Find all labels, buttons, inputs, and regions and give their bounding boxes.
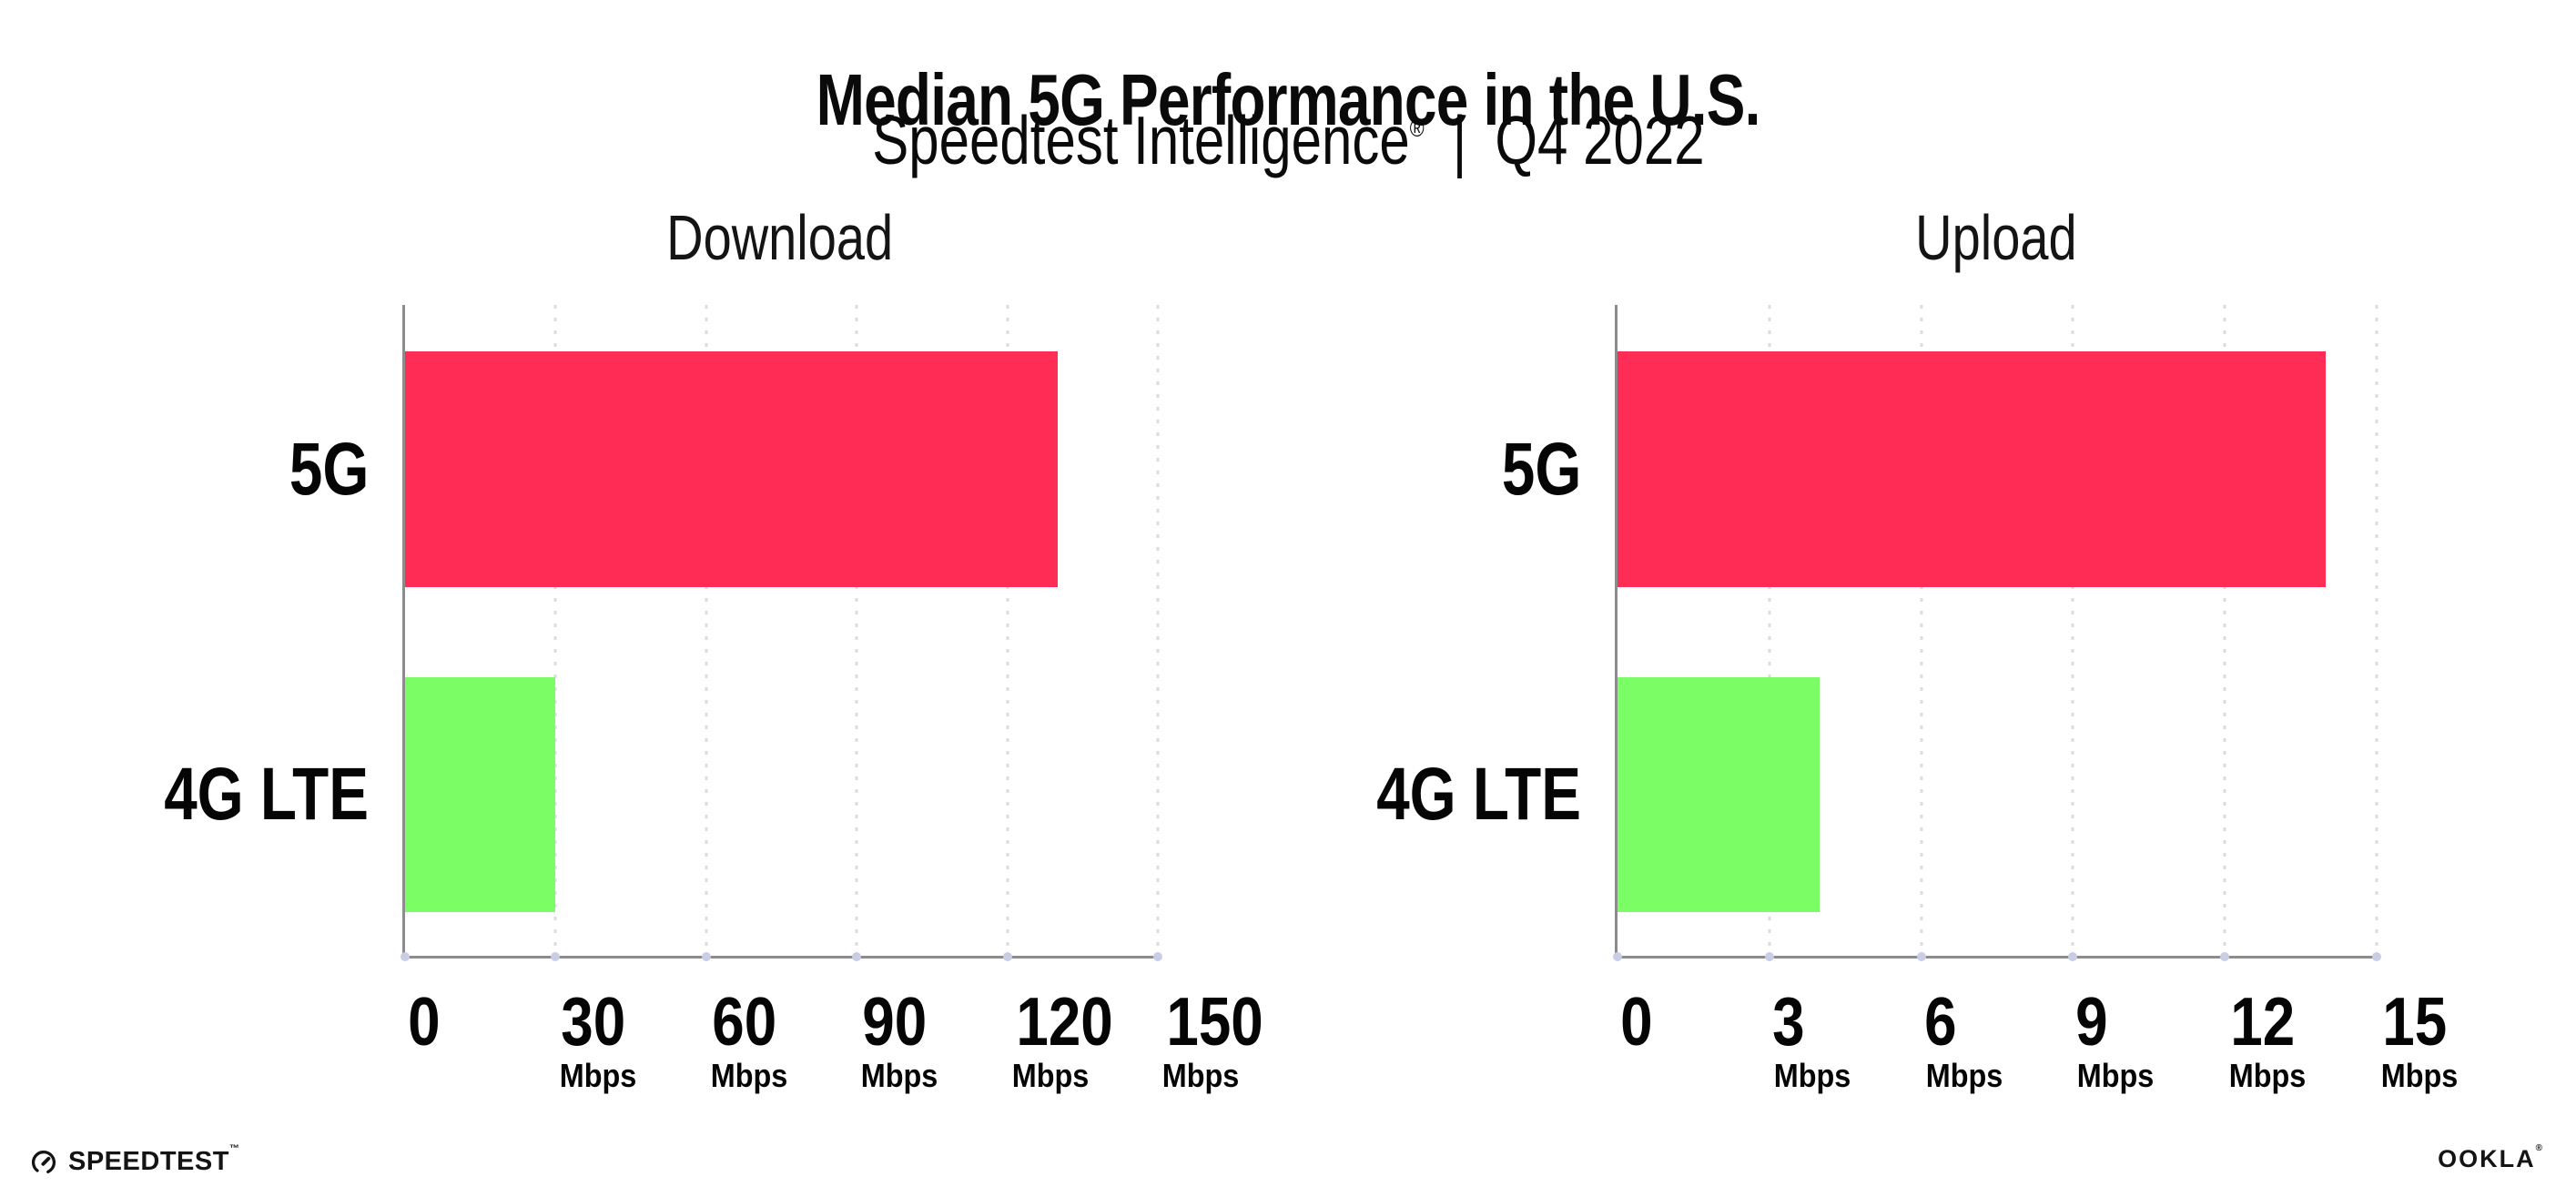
category-label-4g-lte: 4G LTE	[164, 753, 369, 837]
registered-mark: ®	[1409, 114, 1425, 142]
upload-chart-panel: Upload 0 3 Mbps 6 Mbps 9 Mbps 12 Mbps 15 Mbps 5G 4G …	[1376, 205, 2458, 1094]
download-chart-title: Download	[666, 202, 894, 273]
gridline-12	[2223, 305, 2226, 956]
axis-tick-dot	[852, 952, 862, 961]
gridline-15	[2375, 305, 2378, 956]
speedtest-logo: SPEEDTEST™	[30, 1143, 240, 1177]
ookla-wordmark: OOKLA	[2438, 1145, 2536, 1172]
page-title: Median 5G Performance in the U.S.	[816, 58, 1761, 140]
gridline-120	[1006, 305, 1009, 956]
axis-tick-dot	[551, 952, 561, 961]
upload-plot-area: 0 3 Mbps 6 Mbps 9 Mbps 12 Mbps 15 Mbps 5G 4G LTE	[1376, 305, 2458, 1094]
bar-4g-lte	[1618, 676, 1820, 913]
gridline-90	[855, 305, 858, 956]
gridline-6	[1920, 305, 1923, 956]
page-subtitle: Speedtest Intelligence® | Q4 2022	[0, 93, 2576, 179]
bar-5g	[405, 351, 1058, 587]
gridline-60	[705, 305, 708, 956]
ookla-logo: OOKLA®	[2438, 1143, 2542, 1173]
bar-5g	[1618, 351, 2327, 587]
axis-tick-dot	[2068, 952, 2078, 961]
category-label-4g-lte: 4G LTE	[1376, 753, 1581, 837]
gridline-3	[1768, 305, 1771, 956]
axis-tick-dot	[401, 952, 410, 961]
subtitle-brand: Speedtest Intelligence	[871, 102, 1410, 178]
subtitle-period: Q4 2022	[1494, 102, 1705, 178]
bar-4g-lte	[405, 676, 556, 913]
axis-tick-dot	[701, 952, 711, 961]
ookla-registered-mark: ®	[2535, 1143, 2542, 1153]
subtitle-separator: |	[1452, 102, 1466, 178]
speedtest-wordmark: SPEEDTEST™	[68, 1143, 240, 1176]
category-label-5g: 5G	[1501, 427, 1581, 511]
gridline-30	[553, 305, 557, 956]
gridline-150	[1156, 305, 1160, 956]
axis-tick-dot	[1764, 952, 1774, 961]
axis-tick-dot	[1002, 952, 1012, 961]
gauge-icon	[31, 1150, 56, 1174]
download-chart-panel: Download 0 30 Mbps 60 Mbps 90 Mbps 120 Mbps 150 Mb…	[164, 205, 1263, 1094]
axis-tick-dot	[2372, 952, 2381, 961]
axis-tick-dot	[1153, 952, 1162, 961]
axis-tick-dot	[1916, 952, 1926, 961]
axis-tick-dot	[2220, 952, 2230, 961]
axis-tick-dot	[1613, 952, 1622, 961]
upload-chart-title: Upload	[1914, 202, 2077, 273]
trademark-mark: ™	[228, 1143, 240, 1155]
gridline-9	[2071, 305, 2074, 956]
category-label-5g: 5G	[289, 427, 369, 511]
download-plot-area: 0 30 Mbps 60 Mbps 90 Mbps 120 Mbps 150 Mbps 5G 4G LT…	[164, 305, 1263, 1094]
